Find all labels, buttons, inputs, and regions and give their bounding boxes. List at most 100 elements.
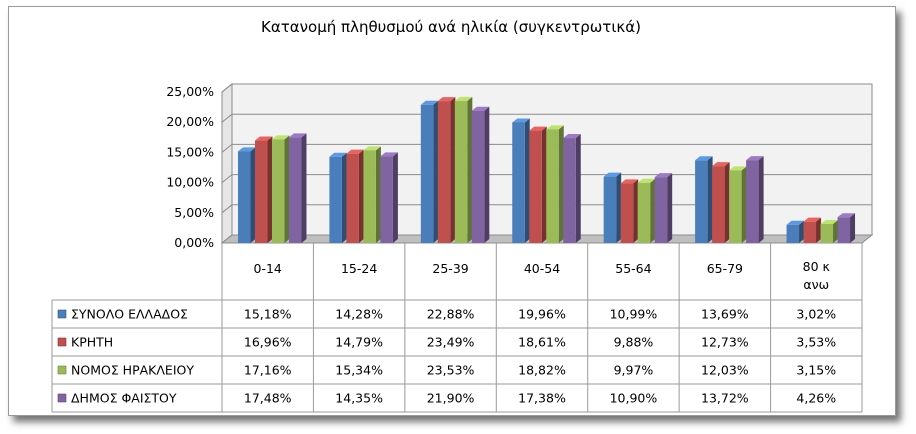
bar-top (288, 133, 307, 138)
y-tick-label: 10,00% (166, 175, 214, 190)
bar (454, 96, 473, 243)
bar (729, 166, 747, 243)
bar-side (650, 178, 656, 243)
bar-front (786, 224, 800, 243)
bar (695, 156, 713, 243)
bar-top (803, 217, 822, 222)
y-tick-label: 5,00% (174, 205, 214, 220)
bar-side (358, 149, 364, 243)
bar-front (546, 129, 559, 243)
bar-top (363, 146, 381, 151)
bar (288, 133, 307, 243)
bar (820, 219, 839, 243)
data-label: 19,96% (518, 307, 566, 322)
bar-side (467, 96, 473, 243)
bar-top (637, 178, 656, 183)
bar-side (450, 97, 456, 244)
data-label: 15,18% (244, 307, 292, 322)
bar (786, 220, 805, 243)
category-label: 55-64 (615, 261, 651, 276)
bar-front (695, 160, 708, 243)
bar-front (654, 177, 668, 243)
bar-front (820, 223, 834, 243)
bar (746, 156, 764, 243)
bar-side (341, 152, 347, 243)
bar-side (616, 172, 622, 243)
bar-top (620, 179, 639, 184)
bar-side (524, 118, 530, 243)
bar (363, 146, 381, 243)
bar-top (695, 156, 713, 161)
bar (837, 213, 856, 243)
bar-front (254, 140, 268, 243)
data-label: 16,96% (244, 335, 292, 350)
gridline (221, 113, 872, 123)
data-label: 18,82% (518, 363, 566, 378)
bar-top (512, 118, 530, 123)
bar-top (603, 172, 622, 177)
bar-top (563, 134, 581, 139)
bar-front (620, 183, 634, 243)
bar-side (558, 125, 564, 243)
y-tick-label: 0,00% (174, 235, 214, 250)
bar-side (833, 219, 839, 243)
bar (380, 152, 398, 243)
bar (620, 179, 639, 243)
data-label: 10,90% (610, 391, 658, 406)
bar (603, 172, 622, 243)
data-label: 9,97% (614, 363, 654, 378)
bar-front (637, 182, 651, 243)
bar (237, 147, 256, 243)
data-label: 4,26% (796, 391, 836, 406)
bar-side (284, 135, 290, 243)
data-label: 17,48% (244, 391, 292, 406)
series-name: ΝΟΜΟΣ ΗΡΑΚΛΕΙΟΥ (71, 363, 194, 378)
bar-top (437, 97, 456, 102)
category-label: 0-14 (254, 261, 282, 276)
bar-top (254, 136, 273, 141)
category-label: 25-39 (432, 261, 468, 276)
data-table: 0-14 15-24 25-39 40-54 55-64 65-79 80 κ ανω ΣΥΝΟ… (51, 243, 863, 413)
bars (237, 96, 856, 244)
bar-side (707, 156, 713, 243)
bar-top (271, 135, 290, 140)
bar-top (471, 106, 490, 111)
legend-key (57, 365, 67, 375)
bar (271, 135, 290, 243)
bar-top (529, 126, 547, 131)
bar (512, 118, 530, 243)
bar-side (392, 152, 398, 243)
bar-side (250, 147, 256, 243)
data-label: 23,53% (427, 363, 475, 378)
data-label: 3,02% (796, 307, 836, 322)
y-tick-label: 20,00% (166, 114, 214, 129)
data-label: 18,61% (518, 335, 566, 350)
bar-side (667, 173, 673, 243)
bar-top (346, 149, 364, 154)
bar-top (729, 166, 747, 171)
bar-front (237, 151, 251, 243)
gridline (221, 143, 872, 153)
legend-key (57, 337, 67, 347)
legend-key (57, 393, 67, 403)
bar-top (786, 220, 805, 225)
data-label: 10,99% (610, 307, 658, 322)
data-label: 12,03% (701, 363, 749, 378)
bar-front (803, 221, 817, 243)
bar (803, 217, 822, 243)
bar-side (799, 220, 805, 243)
bar (712, 162, 730, 243)
bar-top (237, 147, 256, 152)
bar-top (654, 173, 673, 178)
bar-side (541, 126, 547, 243)
side-wall (221, 82, 233, 245)
legend-key (57, 309, 67, 319)
bar-front (746, 160, 759, 243)
bar-front (420, 104, 434, 243)
data-label: 21,90% (427, 391, 475, 406)
data-label: 9,88% (614, 335, 654, 350)
bar-side (575, 134, 581, 243)
data-label: 14,28% (335, 307, 383, 322)
bar-front (529, 130, 542, 243)
